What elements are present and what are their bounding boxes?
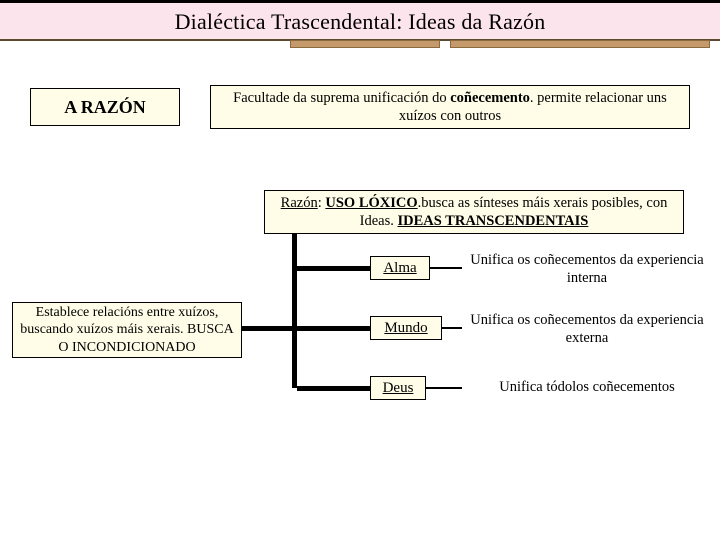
definition-box: Facultade da suprema unificación do coñe…: [210, 85, 690, 129]
desc-deus-text: Unifica tódolos coñecementos: [499, 379, 675, 395]
conn-vstem: [292, 234, 297, 388]
decor-bar-2: [450, 40, 710, 48]
desc-alma-text: Unifica os coñecementos da experiencia i…: [470, 252, 704, 286]
conn-arrow-alma: [430, 267, 462, 269]
conn-alma: [297, 266, 370, 271]
side-note-text: Establece relacións entre xuízos, buscan…: [19, 304, 235, 357]
cat-deus-label: Deus: [383, 379, 414, 398]
desc-mundo: Unifica os coñecementos da experiencia e…: [462, 311, 712, 345]
desc-deus: Unifica tódolos coñecementos: [462, 378, 712, 398]
cat-mundo: Mundo: [370, 316, 442, 340]
cat-alma-label: Alma: [383, 259, 416, 278]
decor-bar-1: [290, 40, 440, 48]
page-title: Dialéctica Trascendental: Ideas da Razón: [0, 0, 720, 39]
conn-arrow-deus: [426, 387, 462, 389]
conn-mundo: [297, 326, 370, 331]
uso-text: Razón: USO LÓXICO.busca as sínteses máis…: [271, 194, 677, 230]
cat-deus: Deus: [370, 376, 426, 400]
side-note-box: Establece relacións entre xuízos, buscan…: [12, 302, 242, 358]
conn-side: [242, 326, 292, 331]
razon-label-box: A RAZÓN: [30, 88, 180, 126]
desc-alma: Unifica os coñecementos da experiencia i…: [462, 251, 712, 285]
razon-label: A RAZÓN: [64, 96, 146, 119]
conn-deus: [297, 386, 370, 391]
desc-mundo-text: Unifica os coñecementos da experiencia e…: [470, 312, 704, 346]
cat-mundo-label: Mundo: [384, 319, 427, 338]
cat-alma: Alma: [370, 256, 430, 280]
conn-arrow-mundo: [442, 327, 462, 329]
definition-text: Facultade da suprema unificación do coñe…: [217, 89, 683, 125]
uso-box: Razón: USO LÓXICO.busca as sínteses máis…: [264, 190, 684, 234]
